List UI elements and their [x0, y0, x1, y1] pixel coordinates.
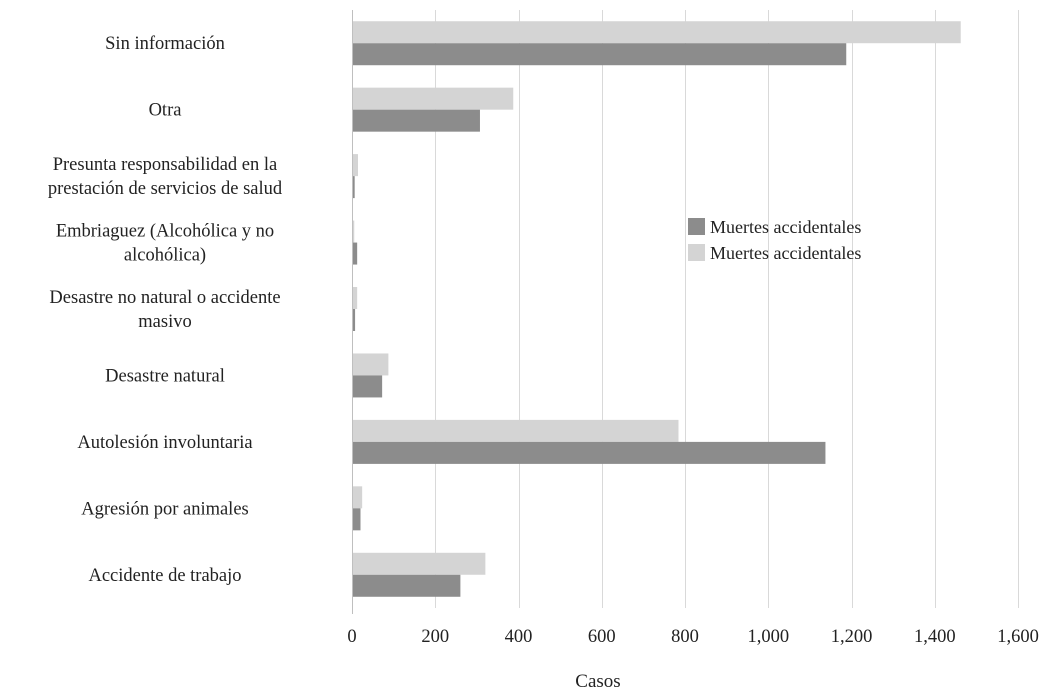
bar	[353, 419, 679, 442]
category-label-line: Presunta responsabilidad en la	[53, 155, 278, 175]
bar	[353, 353, 389, 376]
category-label: Otra	[149, 101, 182, 121]
legend-label: Muertes accidentales	[710, 243, 861, 263]
bar	[353, 109, 480, 132]
category-label: Agresión por animales	[81, 499, 249, 519]
x-tick-label: 200	[421, 627, 449, 647]
x-tick-label: 1,600	[997, 627, 1039, 647]
x-tick-label: 400	[505, 627, 533, 647]
category-label-line: prestación de servicios de salud	[48, 179, 283, 199]
legend-label: Muertes accidentales	[710, 217, 861, 237]
x-tick-label: 1,200	[831, 627, 873, 647]
x-tick-label: 600	[588, 627, 616, 647]
category-label-line: Desastre natural	[105, 366, 225, 386]
category-label-line: Desastre no natural o accidente	[49, 288, 280, 308]
bar	[353, 43, 847, 66]
bar	[353, 287, 358, 309]
bar	[353, 220, 355, 243]
category-label: Embriaguez (Alcohólica y no alcohólica)	[56, 222, 274, 266]
category-label-line: masivo	[138, 312, 191, 332]
legend-swatch	[688, 244, 705, 261]
bar	[353, 375, 383, 398]
legend: Muertes accidentales Muertes accidentale…	[688, 217, 861, 263]
x-axis-title: Casos	[575, 671, 620, 692]
category-label-line: Sin información	[105, 34, 225, 54]
category-label-line: Embriaguez (Alcohólica y no	[56, 222, 274, 242]
bar	[353, 242, 358, 265]
bar	[353, 552, 486, 575]
bar	[353, 21, 961, 44]
category-label: Presunta responsabilidad en la prestación…	[48, 155, 283, 199]
bars	[353, 21, 961, 597]
category-label-line: Agresión por animales	[81, 499, 249, 519]
category-label: Desastre natural	[105, 366, 225, 386]
bar	[353, 574, 461, 597]
bar	[353, 154, 358, 177]
category-label-line: alcohólica)	[124, 246, 206, 266]
x-tick-label: 0	[347, 627, 356, 647]
category-label: Accidente de trabajo	[88, 566, 241, 586]
bar	[353, 176, 355, 199]
category-label: Sin información	[105, 34, 225, 54]
x-tick-label: 800	[671, 627, 699, 647]
category-label-line: Autolesión involuntaria	[77, 433, 252, 453]
gridlines	[435, 10, 1019, 608]
bar	[353, 508, 361, 531]
bar	[353, 486, 363, 509]
bar	[353, 87, 514, 110]
bar	[353, 309, 356, 331]
x-tick-label: 1,000	[747, 627, 789, 647]
x-tick-label: 1,400	[914, 627, 956, 647]
category-labels: Sin información Otra Presunta responsabili…	[48, 34, 283, 586]
bar	[353, 441, 826, 464]
category-label-line: Accidente de trabajo	[88, 566, 241, 586]
legend-swatch	[688, 218, 705, 235]
tick-labels: 0 200 400 600 800 1,000 1,200 1,400 1,600	[347, 627, 1038, 647]
category-label-line: Otra	[149, 101, 182, 121]
category-label: Autolesión involuntaria	[77, 433, 252, 453]
category-label: Desastre no natural o accidente masivo	[49, 288, 280, 332]
